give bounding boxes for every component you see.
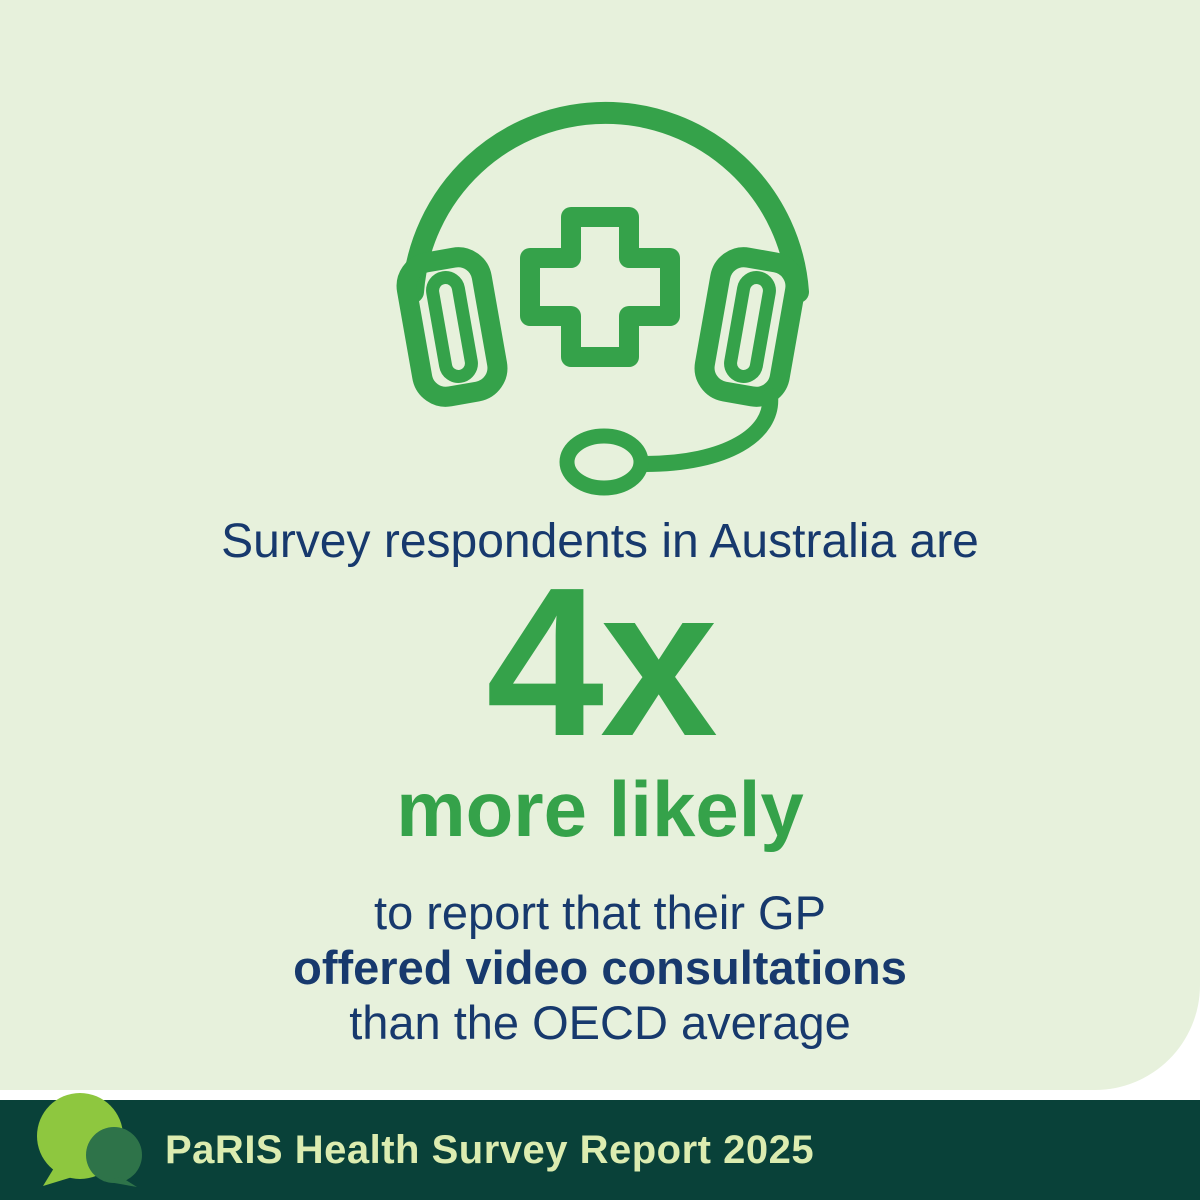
headset-mic-boom bbox=[637, 388, 779, 472]
stat-value: 4x bbox=[486, 543, 718, 780]
medical-cross-icon bbox=[520, 207, 680, 367]
content-panel bbox=[0, 0, 1200, 1090]
headset-medical-cross-icon bbox=[396, 101, 809, 496]
headset-left-earcup bbox=[396, 247, 508, 407]
footer-bar bbox=[0, 1100, 1200, 1200]
footer-title: PaRIS Health Survey Report 2025 bbox=[165, 1127, 815, 1172]
speech-bubble-dark bbox=[86, 1127, 142, 1187]
headset-right-earcup bbox=[694, 247, 806, 407]
body-line-1: to report that their GP bbox=[374, 886, 826, 939]
body-line-2: offered video consultations bbox=[293, 941, 907, 994]
body-line-3: than the OECD average bbox=[349, 996, 851, 1049]
headline: Survey respondents in Australia are bbox=[221, 515, 979, 568]
body-text: to report that their GP offered video co… bbox=[0, 885, 1200, 1050]
headset-mic bbox=[559, 428, 649, 496]
headset-band bbox=[402, 101, 809, 303]
stat-qualifier: more likely bbox=[396, 765, 804, 853]
paris-speech-bubbles-logo bbox=[37, 1093, 142, 1187]
